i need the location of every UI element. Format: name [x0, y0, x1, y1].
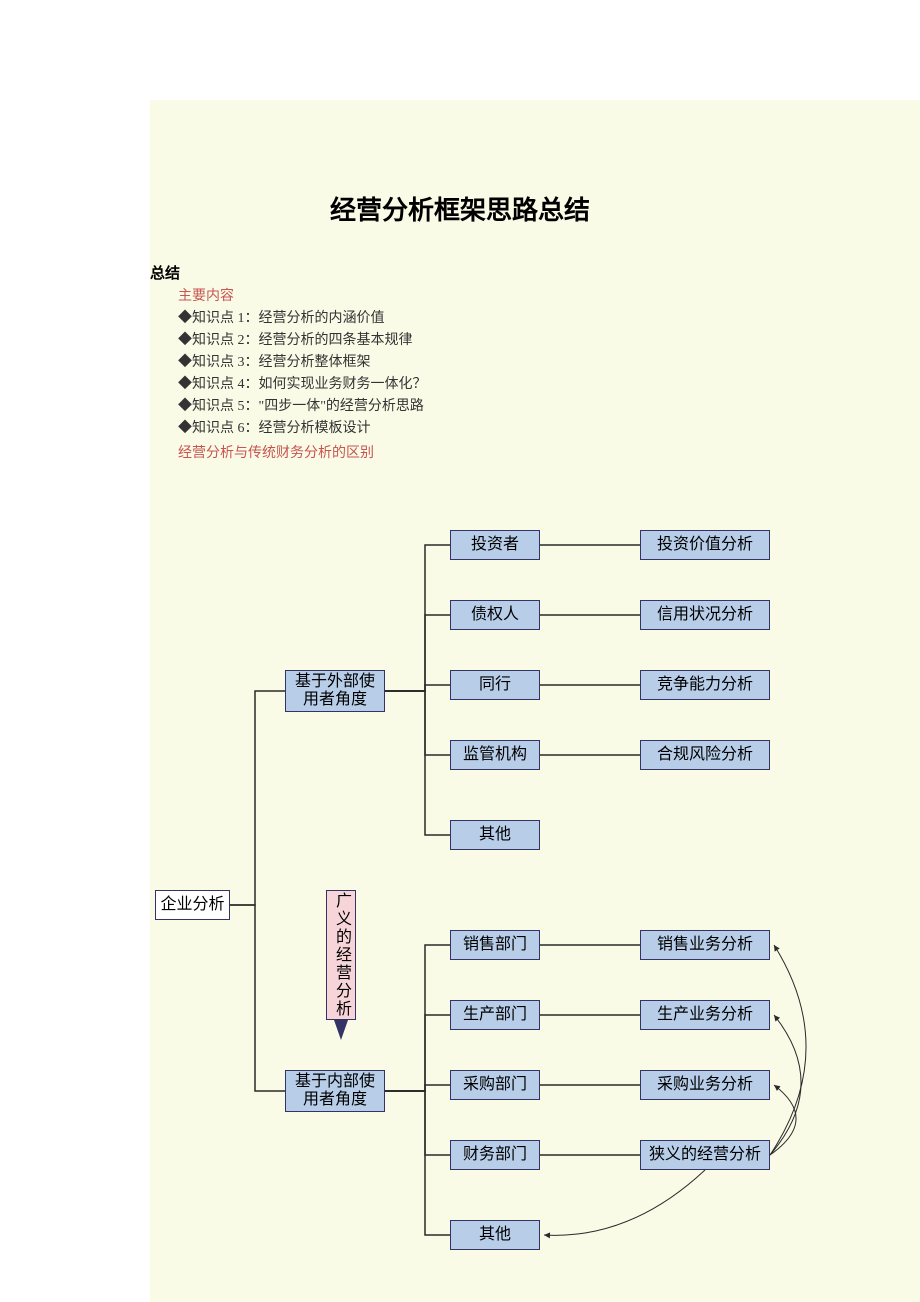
difference-label: 经营分析与传统财务分析的区别: [178, 442, 374, 462]
node-root: 企业分析: [155, 890, 230, 920]
node-r3: 竞争能力分析: [640, 670, 770, 700]
node-i2: 生产部门: [450, 1000, 540, 1030]
node-r5: 销售业务分析: [640, 930, 770, 960]
list-item: ◆知识点 1：经营分析的内涵价值: [178, 308, 427, 330]
list-item: ◆知识点 3：经营分析整体框架: [178, 352, 427, 374]
page-title: 经营分析框架思路总结: [0, 190, 920, 227]
flowchart-diagram: 企业分析 基于外部使用者角度基于内部使用者角度 广义的经营分析 投资者债权人同行监管机…: [150, 510, 920, 1260]
node-r1: 投资价值分析: [640, 530, 770, 560]
node-i1: 销售部门: [450, 930, 540, 960]
list-item: ◆知识点 6：经营分析模板设计: [178, 418, 427, 440]
knowledge-list: ◆知识点 1：经营分析的内涵价值 ◆知识点 2：经营分析的四条基本规律 ◆知识点…: [178, 308, 427, 440]
node-e5: 其他: [450, 820, 540, 850]
node-r2: 信用状况分析: [640, 600, 770, 630]
node-i4: 财务部门: [450, 1140, 540, 1170]
arrow-down-icon: [334, 1020, 348, 1040]
node-r6: 生产业务分析: [640, 1000, 770, 1030]
node-e3: 同行: [450, 670, 540, 700]
node-e1: 投资者: [450, 530, 540, 560]
section-header: 总结: [150, 262, 180, 283]
node-r7: 采购业务分析: [640, 1070, 770, 1100]
node-i5: 其他: [450, 1220, 540, 1250]
node-i3: 采购部门: [450, 1070, 540, 1100]
main-content-label: 主要内容: [178, 285, 234, 305]
node-r8: 狭义的经营分析: [640, 1140, 770, 1170]
list-item: ◆知识点 2：经营分析的四条基本规律: [178, 330, 427, 352]
node-broad: 广义的经营分析: [326, 890, 356, 1020]
node-r4: 合规风险分析: [640, 740, 770, 770]
node-e2: 债权人: [450, 600, 540, 630]
node-ext: 基于外部使用者角度: [285, 670, 385, 712]
list-item: ◆知识点 4：如何实现业务财务一体化？: [178, 374, 427, 396]
node-e4: 监管机构: [450, 740, 540, 770]
node-int: 基于内部使用者角度: [285, 1070, 385, 1112]
list-item: ◆知识点 5："四步一体"的经营分析思路: [178, 396, 427, 418]
